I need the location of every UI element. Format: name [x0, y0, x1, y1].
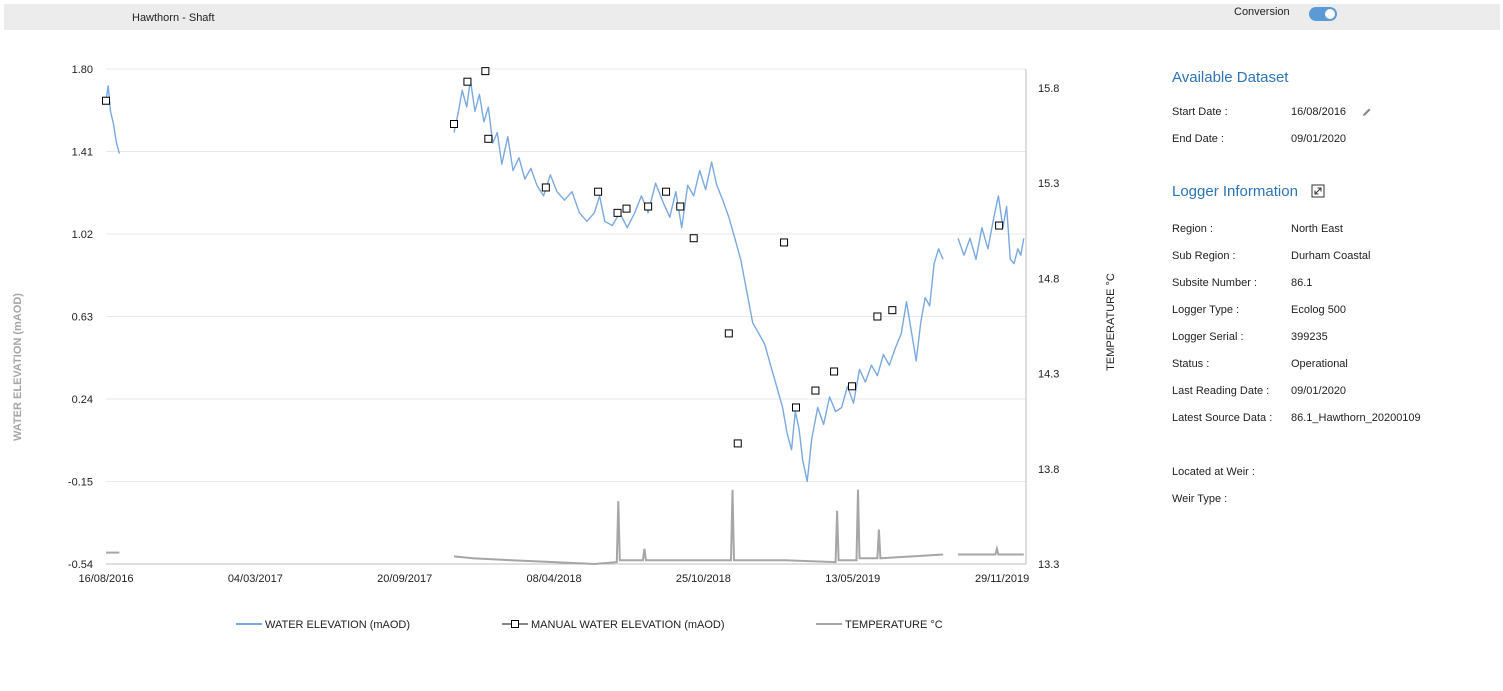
- y-tick-label: 1.02: [72, 229, 93, 241]
- x-tick-label: 04/03/2017: [228, 573, 283, 585]
- water-elevation-line: [105, 85, 121, 154]
- header-bar: Hawthorn - Shaft: [4, 4, 1500, 30]
- region-label: Region :: [1172, 223, 1213, 235]
- expand-icon[interactable]: [1311, 184, 1325, 198]
- water-elevation-line: [957, 195, 1025, 265]
- manual-elevation-point: [484, 134, 493, 143]
- manual-elevation-point: [541, 183, 550, 192]
- y2-tick-label: 14.8: [1038, 273, 1059, 285]
- logger-serial-label: Logger Serial :: [1172, 331, 1244, 343]
- weir-type-label: Weir Type :: [1172, 493, 1228, 505]
- logger-serial-value: 399235: [1291, 331, 1328, 343]
- sub-region-value: Durham Coastal: [1291, 250, 1371, 262]
- end-date-label: End Date :: [1172, 133, 1224, 145]
- chart-gridlines: [106, 68, 1026, 565]
- y2-tick-label: 15.8: [1038, 83, 1059, 95]
- manual-elevation-point: [481, 67, 490, 76]
- chart-legend: WATER ELEVATION (mAOD) MANUAL WATER ELEVA…: [236, 619, 943, 631]
- manual-elevation-point: [995, 221, 1004, 230]
- x-tick-label: 29/11/2019: [975, 573, 1029, 585]
- logger-type-value: Ecolog 500: [1291, 304, 1347, 316]
- temperature-series: [106, 489, 1024, 566]
- y-tick-label: 0.24: [72, 394, 93, 406]
- manual-elevation-point: [463, 77, 472, 86]
- logger-type-label: Logger Type :: [1172, 304, 1240, 316]
- latest-source-value: 86.1_Hawthorn_20200109: [1291, 412, 1421, 424]
- status-value: Operational: [1291, 358, 1348, 370]
- start-date-label: Start Date :: [1172, 106, 1228, 118]
- manual-elevation-point: [848, 382, 857, 391]
- y2-axis-label: TEMPERATURE °C: [1105, 273, 1117, 371]
- manual-elevation-point: [733, 439, 742, 448]
- y-tick-label: -0.54: [68, 559, 93, 571]
- manual-elevation-point: [811, 386, 820, 395]
- dataset-title: Available Dataset: [1172, 69, 1289, 86]
- manual-elevation-point: [830, 367, 839, 376]
- x-tick-label: 20/09/2017: [377, 573, 432, 585]
- region-value: North East: [1291, 223, 1343, 235]
- logger-title: Logger Information: [1172, 183, 1298, 200]
- manual-elevation-point: [644, 202, 653, 211]
- chart-tick-labels: 1.80 1.41 1.02 0.63 0.24 -0.15 -0.54 15.8 15.3 14…: [68, 64, 1060, 585]
- y-tick-label: 1.41: [72, 147, 93, 159]
- legend-marker: [511, 620, 519, 628]
- subsite-number-value: 86.1: [1291, 277, 1313, 289]
- y2-tick-label: 13.3: [1038, 559, 1059, 571]
- last-reading-value: 09/01/2020: [1291, 385, 1347, 397]
- manual-elevation-point: [888, 306, 897, 315]
- end-date-value: 09/01/2020: [1291, 133, 1347, 145]
- status-label: Status :: [1172, 358, 1210, 370]
- legend-label: WATER ELEVATION (mAOD): [265, 619, 410, 631]
- legend-label: TEMPERATURE °C: [845, 619, 943, 631]
- site-title: Hawthorn - Shaft: [132, 12, 215, 24]
- sub-region-label: Sub Region :: [1172, 250, 1236, 262]
- manual-elevation-point: [449, 120, 458, 128]
- x-tick-label: 08/04/2018: [527, 573, 582, 585]
- x-tick-label: 16/08/2016: [78, 573, 133, 585]
- y-tick-label: 1.80: [72, 64, 93, 76]
- manual-elevation-point: [792, 403, 800, 412]
- conversion-toggle[interactable]: [1309, 7, 1337, 21]
- y-tick-label: -0.15: [68, 477, 93, 489]
- manual-elevation-point: [724, 329, 733, 338]
- manual-elevation-point: [689, 234, 698, 243]
- located-at-weir-label: Located at Weir :: [1172, 466, 1255, 478]
- subsite-number-label: Subsite Number :: [1172, 277, 1257, 289]
- temperature-line: [453, 489, 944, 566]
- manual-elevation-point: [676, 202, 685, 211]
- water-elevation-line: [453, 78, 944, 483]
- y-tick-label: 0.63: [72, 312, 93, 324]
- manual-elevation-point: [102, 96, 110, 105]
- start-date-value: 16/08/2016: [1291, 106, 1347, 118]
- manual-elevation-point: [613, 208, 622, 217]
- temperature-line: [958, 544, 1024, 556]
- latest-source-label: Latest Source Data :: [1172, 412, 1273, 424]
- manual-elevation-point: [780, 238, 789, 247]
- manual-elevation-point: [622, 204, 631, 213]
- y2-tick-label: 15.3: [1038, 178, 1059, 190]
- pencil-icon[interactable]: [1362, 107, 1372, 117]
- last-reading-label: Last Reading Date :: [1172, 385, 1270, 397]
- x-tick-label: 25/10/2018: [676, 573, 731, 585]
- conversion-label: Conversion: [1234, 6, 1290, 18]
- manual-elevation-point: [662, 187, 671, 196]
- x-tick-label: 13/05/2019: [825, 573, 880, 585]
- y-axis-label: WATER ELEVATION (mAOD): [12, 293, 24, 441]
- manual-elevation-series: [102, 67, 1004, 448]
- toggle-knob: [1325, 9, 1335, 19]
- legend-label: MANUAL WATER ELEVATION (mAOD): [531, 619, 725, 631]
- y2-tick-label: 14.3: [1038, 369, 1059, 381]
- y2-tick-label: 13.8: [1038, 464, 1059, 476]
- water-elevation-series: [105, 78, 1025, 483]
- manual-elevation-point: [594, 187, 603, 196]
- elevation-temperature-chart: 1.80 1.41 1.02 0.63 0.24 -0.15 -0.54 15.8 15.3 14…: [12, 64, 1117, 631]
- chart-axes: [106, 69, 1027, 565]
- manual-elevation-point: [873, 312, 882, 321]
